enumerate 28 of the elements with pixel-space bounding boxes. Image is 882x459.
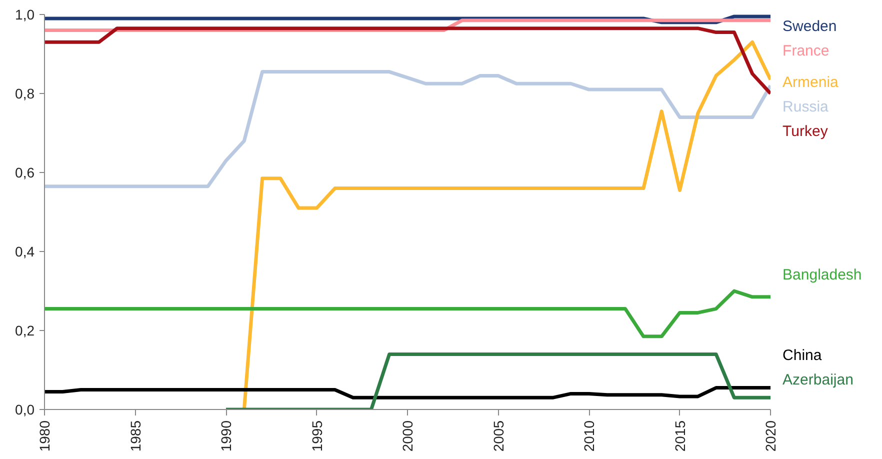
series-label: Bangladesh — [782, 266, 862, 284]
series-label: France — [782, 42, 830, 60]
x-tick-label: 1985 — [127, 420, 144, 452]
line-series — [44, 386, 770, 400]
x-tick-label: 2015 — [672, 420, 688, 452]
series-label: Russia — [782, 98, 830, 116]
x-tick-label: 2000 — [400, 420, 416, 452]
text: Turkey — [782, 123, 828, 140]
line-series — [44, 26, 770, 96]
x-tick-label: 1980 — [36, 420, 52, 452]
y-tick-label: 0,0 — [15, 402, 35, 418]
series-label: Armenia — [782, 74, 840, 92]
x-tick-label: 1990 — [218, 420, 234, 452]
y-tick-label: 0,4 — [15, 244, 35, 260]
x-tick-label: 2005 — [490, 420, 506, 452]
y-tick-label: 1,0 — [15, 6, 35, 22]
line-series — [44, 70, 770, 188]
series-label: Azerbaijan — [782, 371, 854, 388]
series-label: China — [782, 346, 822, 364]
x-tick-label: 2020 — [762, 420, 778, 452]
x-tick-label: 2010 — [581, 420, 597, 452]
y-tick-label: 0,8 — [15, 86, 35, 102]
line-series — [44, 289, 770, 338]
line-series — [242, 40, 770, 410]
series-label: Sweden — [782, 18, 837, 36]
y-tick-label: 0,6 — [15, 164, 35, 180]
x-tick-label: 1995 — [308, 420, 325, 452]
y-tick-label: 0,2 — [15, 322, 35, 338]
